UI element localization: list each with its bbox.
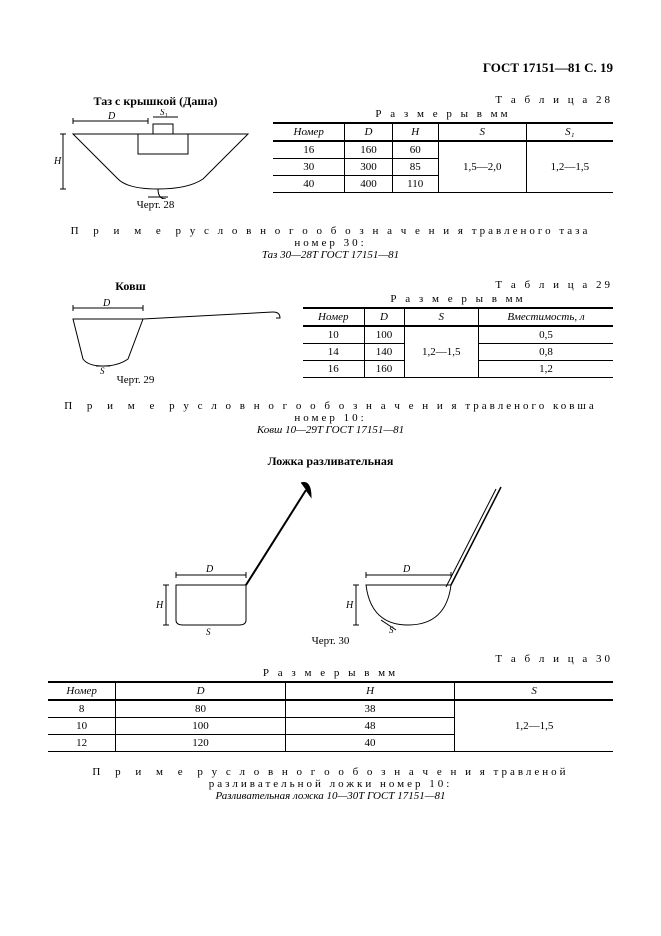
example-1: П р и м е р у с л о в н о г о о б о з н … xyxy=(48,225,613,261)
t29-h-V: Вместимость, л xyxy=(478,308,613,326)
svg-text:S₁: S₁ xyxy=(160,109,168,117)
t29-h-num: Номер xyxy=(303,308,364,326)
t30-r1-n: 10 xyxy=(48,718,116,735)
table29-label: Т а б л и ц а 29 xyxy=(303,279,613,291)
page-header: ГОСТ 17151—81 С. 19 xyxy=(48,60,613,76)
t28-r2-D: 400 xyxy=(345,176,392,193)
svg-text:D: D xyxy=(102,298,111,309)
ex1-plain: у с л о в н о г о о б о з н а ч е н и я … xyxy=(190,225,591,249)
fig30-caption: Черт. 30 xyxy=(48,635,613,647)
size-label-1: Р а з м е р ы в мм xyxy=(273,108,613,120)
svg-text:H: H xyxy=(53,156,62,167)
t29-r0-V: 0,5 xyxy=(478,326,613,344)
t30-r0-n: 8 xyxy=(48,700,116,718)
t29-r0-n: 10 xyxy=(303,326,364,344)
t28-h-D: D xyxy=(345,123,392,141)
t29-r0-D: 100 xyxy=(364,326,404,344)
t30-h-H: H xyxy=(285,682,455,700)
figure-29: D S xyxy=(48,294,293,374)
table30-label: Т а б л и ц а 30 xyxy=(48,653,613,665)
t30-r0-H: 38 xyxy=(285,700,455,718)
example-3: П р и м е р у с л о в н о г о о б о з н … xyxy=(48,766,613,802)
svg-text:D: D xyxy=(107,111,116,122)
t28-h-S1: S₁ xyxy=(526,123,613,141)
t30-h-S: S xyxy=(455,682,613,700)
example-2: П р и м е р у с л о в н о г о о б о з н … xyxy=(48,400,613,436)
ex2-plain: у с л о в н о г о о б о з н а ч е н и я … xyxy=(183,400,596,424)
svg-text:H: H xyxy=(345,600,354,611)
t28-S: 1,5—2,0 xyxy=(438,141,526,193)
t29-S: 1,2—1,5 xyxy=(404,326,478,378)
t30-r0-D: 80 xyxy=(116,700,286,718)
t30-r2-H: 40 xyxy=(285,735,455,752)
fig29-caption: Черт. 29 xyxy=(48,374,293,386)
fig28-caption: Черт. 28 xyxy=(48,199,263,211)
t29-r2-V: 1,2 xyxy=(478,361,613,378)
section2-title: Ковш xyxy=(48,279,293,294)
section-1: Таз с крышкой (Даша) D S₁ xyxy=(48,94,613,211)
t29-r2-D: 160 xyxy=(364,361,404,378)
t29-h-D: D xyxy=(364,308,404,326)
figure-30-left: D H S xyxy=(151,475,321,635)
t30-r2-D: 120 xyxy=(116,735,286,752)
t30-r1-H: 48 xyxy=(285,718,455,735)
figure-28: D S₁ H S xyxy=(48,109,263,199)
t29-r1-V: 0,8 xyxy=(478,344,613,361)
svg-text:H: H xyxy=(155,600,164,611)
table-28-block: Т а б л и ц а 28 Р а з м е р ы в мм Номе… xyxy=(273,94,613,193)
t28-S1: 1,2—1,5 xyxy=(526,141,613,193)
t29-r1-n: 14 xyxy=(303,344,364,361)
table-28: Номер D H S S₁ 16 160 60 1,5—2,0 1,2—1,5… xyxy=(273,122,613,193)
t28-r1-n: 30 xyxy=(273,159,345,176)
t28-r1-H: 85 xyxy=(392,159,438,176)
svg-text:D: D xyxy=(402,564,411,575)
t30-r1-D: 100 xyxy=(116,718,286,735)
section3-title: Ложка разливательная xyxy=(48,454,613,469)
t28-h-H: H xyxy=(392,123,438,141)
t30-r2-n: 12 xyxy=(48,735,116,752)
ex3-ital: Разливательная ложка 10—30T ГОСТ 17151—8… xyxy=(48,790,613,802)
svg-text:S: S xyxy=(206,627,211,635)
ex2-ital: Ковш 10—29T ГОСТ 17151—81 xyxy=(48,424,613,436)
size-label-3: Р а з м е р ы в мм xyxy=(48,667,613,679)
t28-r0-H: 60 xyxy=(392,141,438,159)
ex3-lead: П р и м е р xyxy=(92,766,208,778)
figure-30-row: D H S D H xyxy=(48,475,613,635)
section-2: Ковш D S Черт. 29 xyxy=(48,279,613,386)
t28-r1-D: 300 xyxy=(345,159,392,176)
table-30: Номер D H S 8 80 38 1,2—1,5 10 100 48 12… xyxy=(48,681,613,752)
t28-r2-n: 40 xyxy=(273,176,345,193)
table-29-block: Т а б л и ц а 29 Р а з м е р ы в мм Номе… xyxy=(303,279,613,378)
t30-h-num: Номер xyxy=(48,682,116,700)
t30-h-D: D xyxy=(116,682,286,700)
t28-r0-n: 16 xyxy=(273,141,345,159)
t28-r2-H: 110 xyxy=(392,176,438,193)
t29-h-S: S xyxy=(404,308,478,326)
ex2-lead: П р и м е р xyxy=(64,400,180,412)
section1-title: Таз с крышкой (Даша) xyxy=(48,94,263,109)
t29-r1-D: 140 xyxy=(364,344,404,361)
svg-text:S: S xyxy=(100,366,105,374)
t28-h-S: S xyxy=(438,123,526,141)
ex1-lead: П р и м е р xyxy=(71,225,187,237)
table28-label: Т а б л и ц а 28 xyxy=(273,94,613,106)
t30-S: 1,2—1,5 xyxy=(455,700,613,752)
figure-30-right: D H S xyxy=(341,475,511,635)
page-content: ГОСТ 17151—81 С. 19 Таз с крышкой (Даша)… xyxy=(48,60,613,820)
t28-r0-D: 160 xyxy=(345,141,392,159)
table-29: Номер D S Вместимость, л 10 100 1,2—1,5 … xyxy=(303,307,613,378)
ex1-ital: Таз 30—28T ГОСТ 17151—81 xyxy=(48,249,613,261)
ex3-plain: у с л о в н о г о о б о з н а ч е н и я … xyxy=(209,766,569,790)
t28-h-num: Номер xyxy=(273,123,345,141)
svg-text:D: D xyxy=(205,564,214,575)
t29-r2-n: 16 xyxy=(303,361,364,378)
size-label-2: Р а з м е р ы в мм xyxy=(303,293,613,305)
svg-text:S: S xyxy=(389,625,394,635)
